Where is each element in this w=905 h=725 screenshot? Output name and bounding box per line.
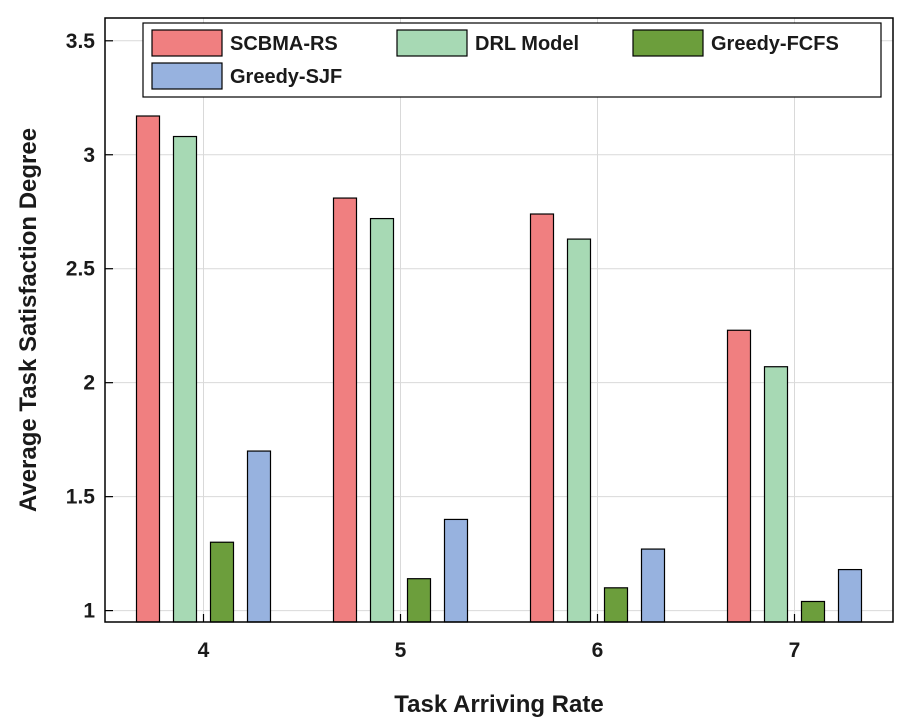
bar-greedy-sjf-6 [640,548,666,623]
legend-swatch-drl-model [396,29,468,57]
bar-scbma-rs-7 [726,329,752,623]
legend-swatch-scbma-rs [151,29,223,57]
bar-scbma-rs-6 [529,213,555,623]
legend-label-greedy-fcfs: Greedy-FCFS [711,33,839,55]
x-axis-title: Task Arriving Rate [394,691,603,718]
bar-greedy-fcfs-5 [406,578,432,623]
legend-label-greedy-sjf: Greedy-SJF [230,66,342,88]
y-tick-label: 3 [83,144,95,167]
bars [135,115,863,623]
legend-label-scbma-rs: SCBMA-RS [230,33,338,55]
x-tick-label: 7 [789,639,801,662]
y-tick-label: 1 [83,600,95,623]
legend-swatch-greedy-sjf [151,62,223,90]
bar-greedy-sjf-4 [246,450,272,623]
x-tick-label: 5 [395,639,407,662]
bar-greedy-sjf-5 [443,518,469,623]
bar-drl-model-4 [172,135,198,623]
y-tick-label: 2.5 [66,258,96,281]
bar-drl-model-6 [566,238,592,623]
y-tick-label: 1.5 [66,486,96,509]
y-tick-label: 2 [83,372,95,395]
plot-area-frame [104,17,894,623]
legend-box [142,22,882,98]
bar-greedy-sjf-7 [837,568,863,623]
bar-greedy-fcfs-4 [209,541,235,623]
bar-drl-model-5 [369,217,395,623]
bar-greedy-fcfs-6 [603,587,629,623]
bar-scbma-rs-4 [135,115,161,623]
y-axis-title: Average Task Satisfaction Degree [15,128,42,512]
x-tick-label: 4 [198,639,210,662]
legend-swatch-greedy-fcfs [632,29,704,57]
y-tick-label: 3.5 [66,30,96,53]
x-tick-label: 6 [592,639,604,662]
x-axis-ticks: 4 5 6 7 [198,614,801,662]
bar-greedy-fcfs-7 [800,600,826,623]
legend-label-drl-model: DRL Model [475,33,579,55]
y-axis-ticks: 1 1.5 2 2.5 3 3.5 [66,30,113,623]
bar-scbma-rs-5 [332,197,358,623]
bar-drl-model-7 [763,366,789,623]
legend: SCBMA-RS DRL Model Greedy-FCFS Greedy-SJF [142,22,882,98]
